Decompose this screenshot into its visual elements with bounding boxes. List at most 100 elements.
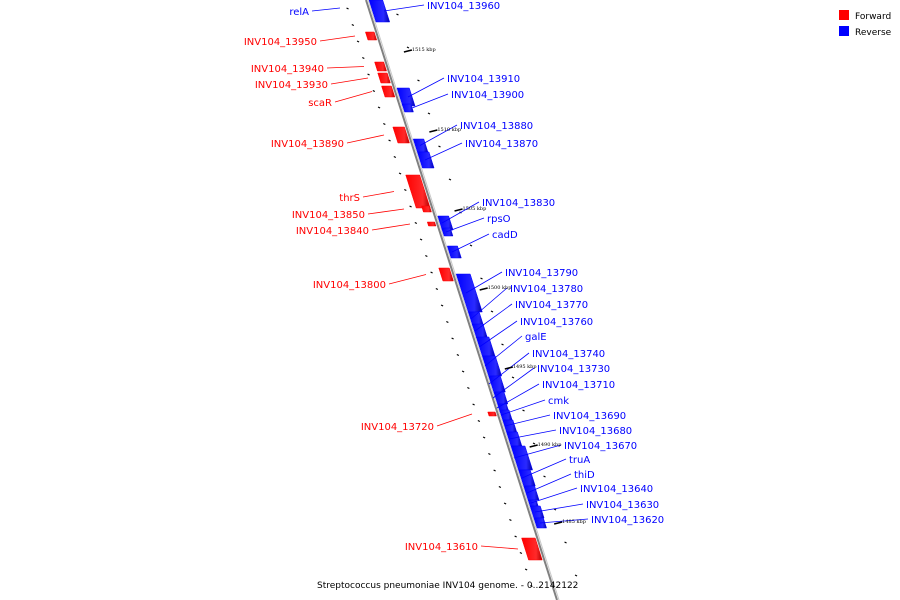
kbp-tick-mark: [429, 129, 438, 133]
kbp-ticks: 1515 kbp 1510 kbp 1505 kbp 1500 kbp 1495 kbp…: [403, 47, 586, 525]
position-dash: [503, 502, 507, 505]
position-dash: [451, 337, 454, 340]
leader-line: [480, 545, 519, 550]
forward-gene-block: [374, 61, 387, 72]
position-dash: [493, 469, 496, 472]
legend-swatch-reverse: [839, 26, 849, 36]
leader-line: [436, 413, 473, 427]
reverse-gene-block: [368, 0, 391, 23]
genome-axis-shade: [367, 0, 560, 600]
position-dash: [456, 353, 460, 357]
position-dash: [488, 452, 491, 456]
position-dash: [511, 376, 515, 379]
reverse-gene-block: [396, 87, 416, 107]
position-dash: [514, 535, 517, 538]
reverse-gene-label: INV104_13830: [482, 198, 555, 209]
position-dash: [522, 409, 525, 412]
reverse-gene-label: truA: [569, 455, 590, 466]
position-dash: [472, 403, 475, 406]
leader-line: [513, 444, 562, 459]
position-dash: [461, 370, 465, 373]
leader-line: [521, 458, 567, 479]
leader-line: [530, 487, 578, 504]
reverse-gene-block: [510, 445, 533, 471]
kbp-tick-mark: [479, 287, 488, 291]
reverse-gene-label: cadD: [492, 230, 518, 241]
position-dash: [406, 46, 410, 49]
kbp-tick-mark: [553, 521, 563, 525]
position-dash: [480, 277, 483, 280]
leader-line: [445, 217, 485, 233]
forward-gene-label: INV104_13940: [251, 64, 324, 75]
position-dash: [482, 436, 486, 439]
forward-gene-block: [421, 205, 432, 213]
forward-gene-block: [381, 85, 396, 98]
leader-line: [500, 399, 546, 416]
position-dash: [477, 419, 481, 423]
leader-line: [362, 191, 395, 198]
legend-label-reverse: Reverse: [855, 28, 892, 38]
leader-line: [424, 142, 463, 161]
reverse-gene-label: INV104_13780: [510, 284, 583, 295]
leader-line: [539, 518, 589, 524]
position-dash: [396, 13, 399, 16]
leader-line: [526, 473, 572, 494]
position-dash: [419, 238, 423, 241]
forward-gene-block: [438, 267, 454, 282]
reverse-gene-label: INV104_13770: [515, 300, 588, 311]
position-dash: [414, 221, 418, 225]
position-marks: [346, 7, 578, 588]
position-dash: [404, 188, 407, 192]
forward-gene-label: INV104_13800: [313, 280, 386, 291]
leader-line: [508, 429, 557, 440]
reverse-gene-label: INV104_13910: [447, 74, 520, 85]
leader-line: [367, 208, 405, 215]
forward-gene-label: INV104_13720: [361, 422, 434, 433]
reverse-gene-label: rpsO: [487, 214, 511, 225]
leader-line: [441, 201, 480, 224]
reverse-gene-block: [488, 375, 506, 393]
position-dash: [388, 139, 391, 142]
position-dash: [501, 343, 504, 346]
reverse-gene-label: INV104_13690: [553, 411, 626, 422]
forward-gene-label: INV104_13850: [292, 210, 365, 221]
position-dash: [430, 271, 433, 274]
reverse-gene-label: INV104_13790: [505, 268, 578, 279]
reverse-gene-label: INV104_13630: [586, 500, 659, 511]
forward-gene-label: scaR: [308, 98, 332, 109]
reverse-gene-label: INV104_13710: [542, 380, 615, 391]
position-dash: [448, 178, 452, 181]
position-dash: [351, 23, 355, 27]
leader-line: [388, 274, 427, 285]
kbp-tick-label: 1500 kbp: [488, 285, 512, 291]
kbp-tick-label: 1515 kbp: [412, 47, 436, 53]
reverse-gene-label: INV104_13960: [427, 1, 500, 12]
position-dash: [440, 304, 444, 307]
leader-line: [411, 93, 449, 109]
reverse-gene-block: [518, 469, 536, 487]
position-dash: [519, 551, 523, 555]
reverse-gene-block: [455, 273, 483, 313]
forward-gene-label: INV104_13930: [255, 80, 328, 91]
kbp-tick-mark: [529, 444, 538, 448]
reverse-gene-label: INV104_13680: [559, 426, 632, 437]
reverse-gene-label: INV104_13740: [532, 349, 605, 360]
legend-label-forward: Forward: [855, 12, 891, 22]
kbp-tick-label: 1495 kbp: [513, 364, 537, 370]
position-dash: [490, 310, 494, 313]
label-leaders: [311, 4, 589, 550]
reverse-gene-label: INV104_13670: [564, 441, 637, 452]
kbp-tick-label: 1485 kbp: [562, 519, 586, 525]
leader-line: [465, 271, 503, 294]
position-dash: [446, 320, 449, 324]
leader-line: [479, 320, 518, 347]
reverse-gene-block: [401, 103, 414, 113]
reverse-gene-label: cmk: [548, 396, 569, 407]
reverse-gene-label: INV104_13760: [520, 317, 593, 328]
leader-line: [534, 503, 584, 513]
position-dash: [383, 122, 386, 126]
reverse-gene-label: galE: [525, 332, 547, 343]
reverse-gene-block: [437, 215, 454, 231]
position-dash: [574, 574, 578, 577]
leader-line: [484, 335, 523, 367]
